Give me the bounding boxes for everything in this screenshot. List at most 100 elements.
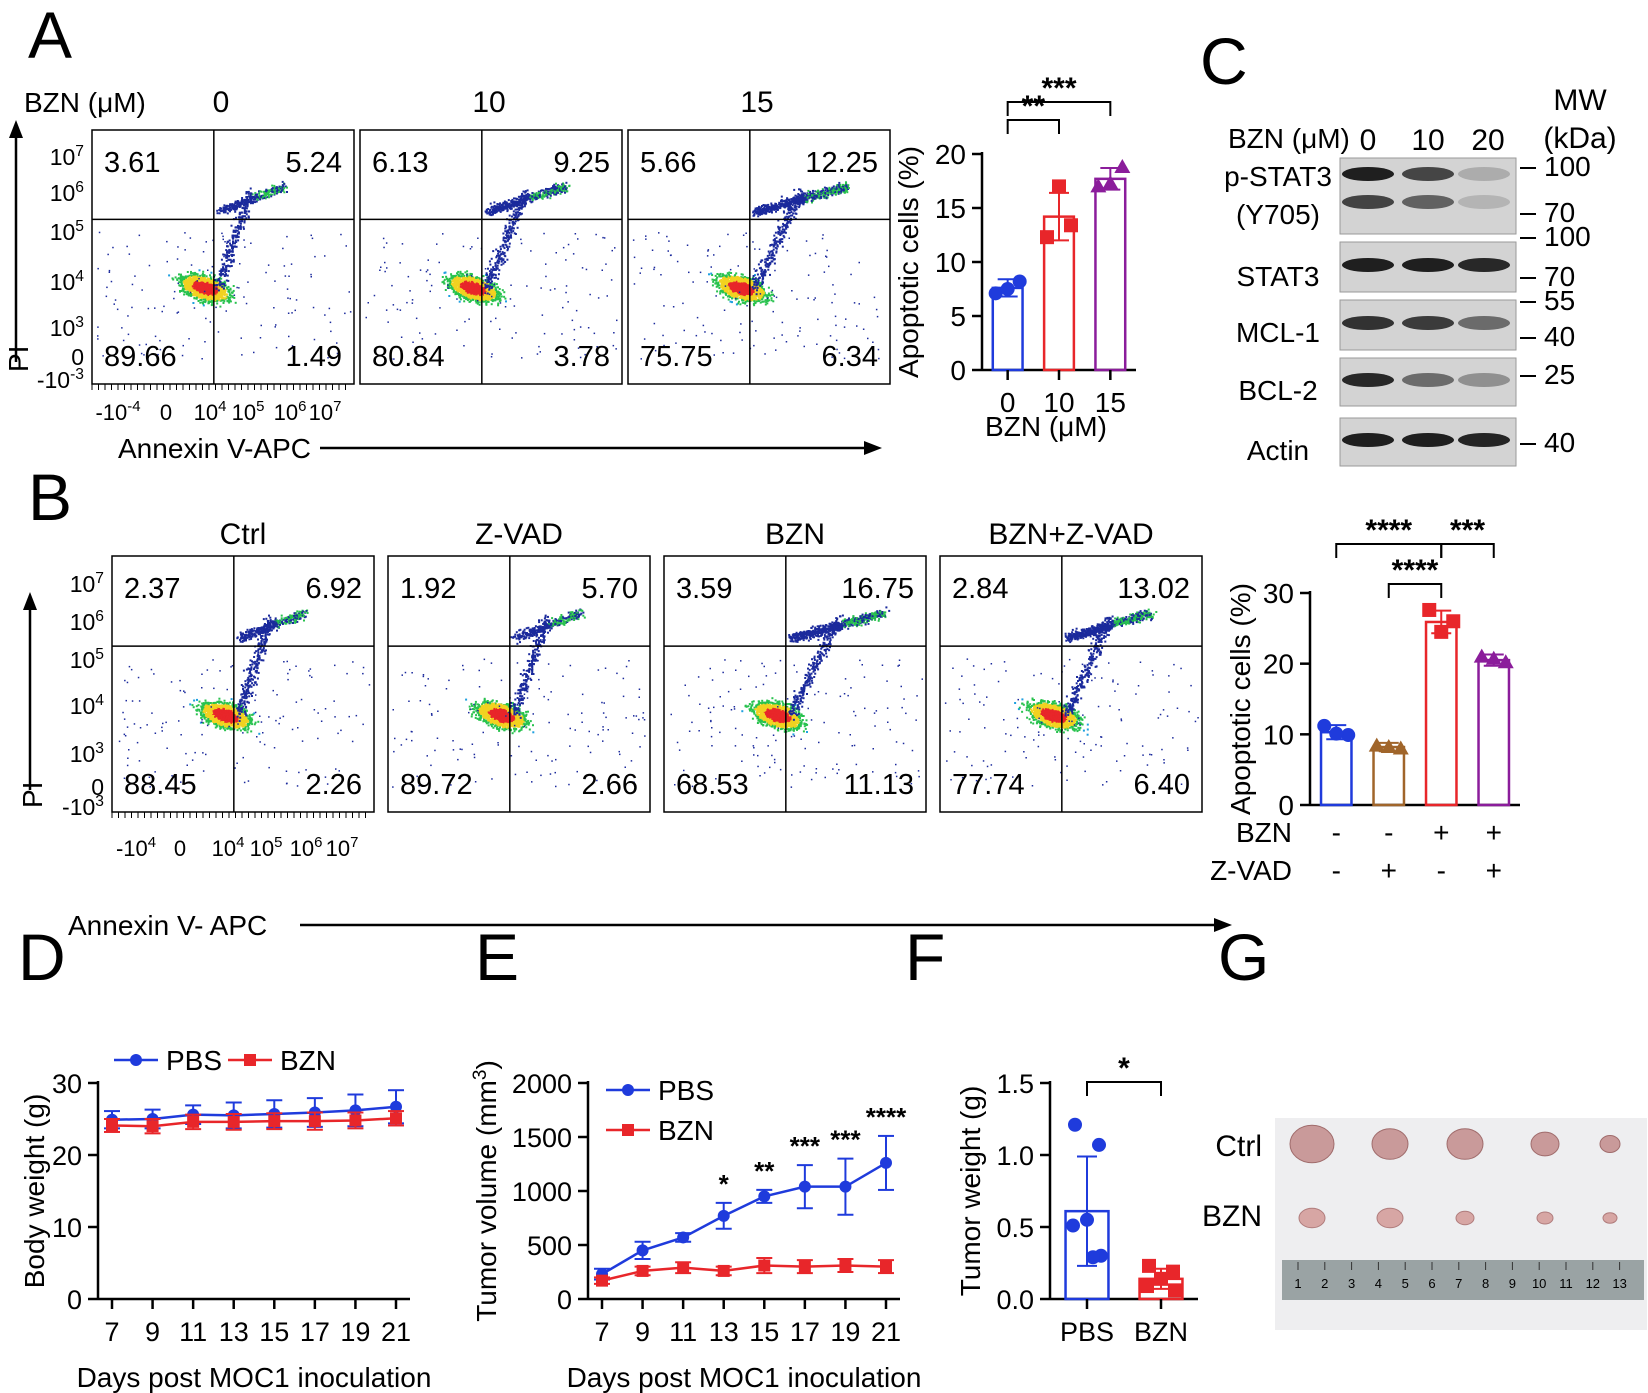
event-dot xyxy=(202,277,205,280)
event-dot xyxy=(365,316,367,319)
event-dot xyxy=(426,279,428,282)
event-dot xyxy=(556,189,559,192)
event-dot xyxy=(505,232,508,234)
event-dot xyxy=(239,203,242,206)
event-dot xyxy=(141,289,143,291)
event-dot xyxy=(209,321,212,323)
event-dot xyxy=(202,279,205,282)
event-dot xyxy=(454,293,457,296)
event-dot xyxy=(463,297,466,300)
event-dot xyxy=(494,262,497,265)
event-dot xyxy=(453,280,456,283)
event-dot xyxy=(227,290,230,293)
event-dot xyxy=(450,273,453,276)
event-dot xyxy=(186,279,188,282)
event-dot xyxy=(455,291,458,294)
event-dot xyxy=(221,268,224,271)
event-dot xyxy=(387,321,389,323)
event-dot xyxy=(523,196,526,199)
event-dot xyxy=(274,190,277,192)
event-dot xyxy=(240,216,243,219)
event-dot xyxy=(396,308,399,311)
event-dot xyxy=(562,187,565,190)
event-dot xyxy=(190,277,193,280)
event-dot xyxy=(234,210,237,213)
event-dot xyxy=(241,207,244,210)
event-dot xyxy=(254,196,257,199)
event-dot xyxy=(449,280,452,283)
event-dot xyxy=(501,244,504,247)
event-dot xyxy=(276,190,279,193)
event-dot xyxy=(382,237,385,240)
event-dot xyxy=(227,285,230,288)
event-dot xyxy=(188,290,191,293)
event-dot xyxy=(514,220,517,223)
event-dot xyxy=(207,300,210,303)
event-dot xyxy=(286,191,288,193)
event-dot xyxy=(491,209,494,212)
event-dot xyxy=(207,299,210,302)
event-dot xyxy=(450,286,453,289)
event-dot xyxy=(221,285,224,288)
event-dot xyxy=(218,209,221,211)
event-dot xyxy=(225,273,227,276)
event-dot xyxy=(173,297,175,300)
event-dot xyxy=(593,332,596,335)
event-dot xyxy=(127,315,129,317)
event-dot xyxy=(456,272,458,275)
event-dot xyxy=(187,282,190,285)
event-dot xyxy=(194,281,197,284)
event-dot xyxy=(238,221,241,224)
event-dot xyxy=(182,344,184,347)
event-dot xyxy=(197,287,200,290)
event-dot xyxy=(282,247,284,250)
event-dot xyxy=(232,208,235,211)
event-dot xyxy=(246,196,249,198)
event-dot xyxy=(205,291,208,294)
event-dot xyxy=(185,293,188,295)
event-dot xyxy=(265,271,267,274)
event-dot xyxy=(215,278,218,281)
event-dot xyxy=(199,274,202,277)
event-dot xyxy=(492,266,495,269)
event-dot xyxy=(241,198,243,201)
event-dot xyxy=(264,197,267,200)
event-dot xyxy=(231,203,234,206)
event-dot xyxy=(565,259,567,261)
event-dot xyxy=(497,262,500,265)
event-dot xyxy=(562,246,565,249)
event-dot xyxy=(512,210,515,213)
event-dot xyxy=(526,189,529,192)
event-dot xyxy=(202,302,204,305)
event-dot xyxy=(507,247,509,250)
event-dot xyxy=(281,184,284,187)
event-dot xyxy=(226,250,229,253)
event-dot xyxy=(254,193,257,196)
event-dot xyxy=(202,300,205,303)
event-dot xyxy=(491,300,494,303)
event-dot xyxy=(186,283,189,286)
event-dot xyxy=(452,291,455,294)
event-dot xyxy=(188,338,190,340)
event-dot xyxy=(275,346,278,349)
event-dot xyxy=(500,208,503,211)
event-dot xyxy=(237,236,240,238)
event-dot xyxy=(459,270,462,273)
event-dot xyxy=(207,284,210,287)
event-dot xyxy=(520,202,523,205)
event-dot xyxy=(549,289,552,291)
event-dot xyxy=(214,299,217,302)
event-dot xyxy=(497,302,500,305)
event-dot xyxy=(434,333,437,335)
event-dot xyxy=(508,242,511,245)
event-dot xyxy=(491,353,493,355)
event-dot xyxy=(113,303,115,305)
event-dot xyxy=(479,282,482,285)
event-dot xyxy=(232,236,235,239)
event-dot xyxy=(568,184,571,187)
event-dot xyxy=(392,304,395,306)
event-dot xyxy=(495,317,497,320)
event-dot xyxy=(222,206,225,209)
